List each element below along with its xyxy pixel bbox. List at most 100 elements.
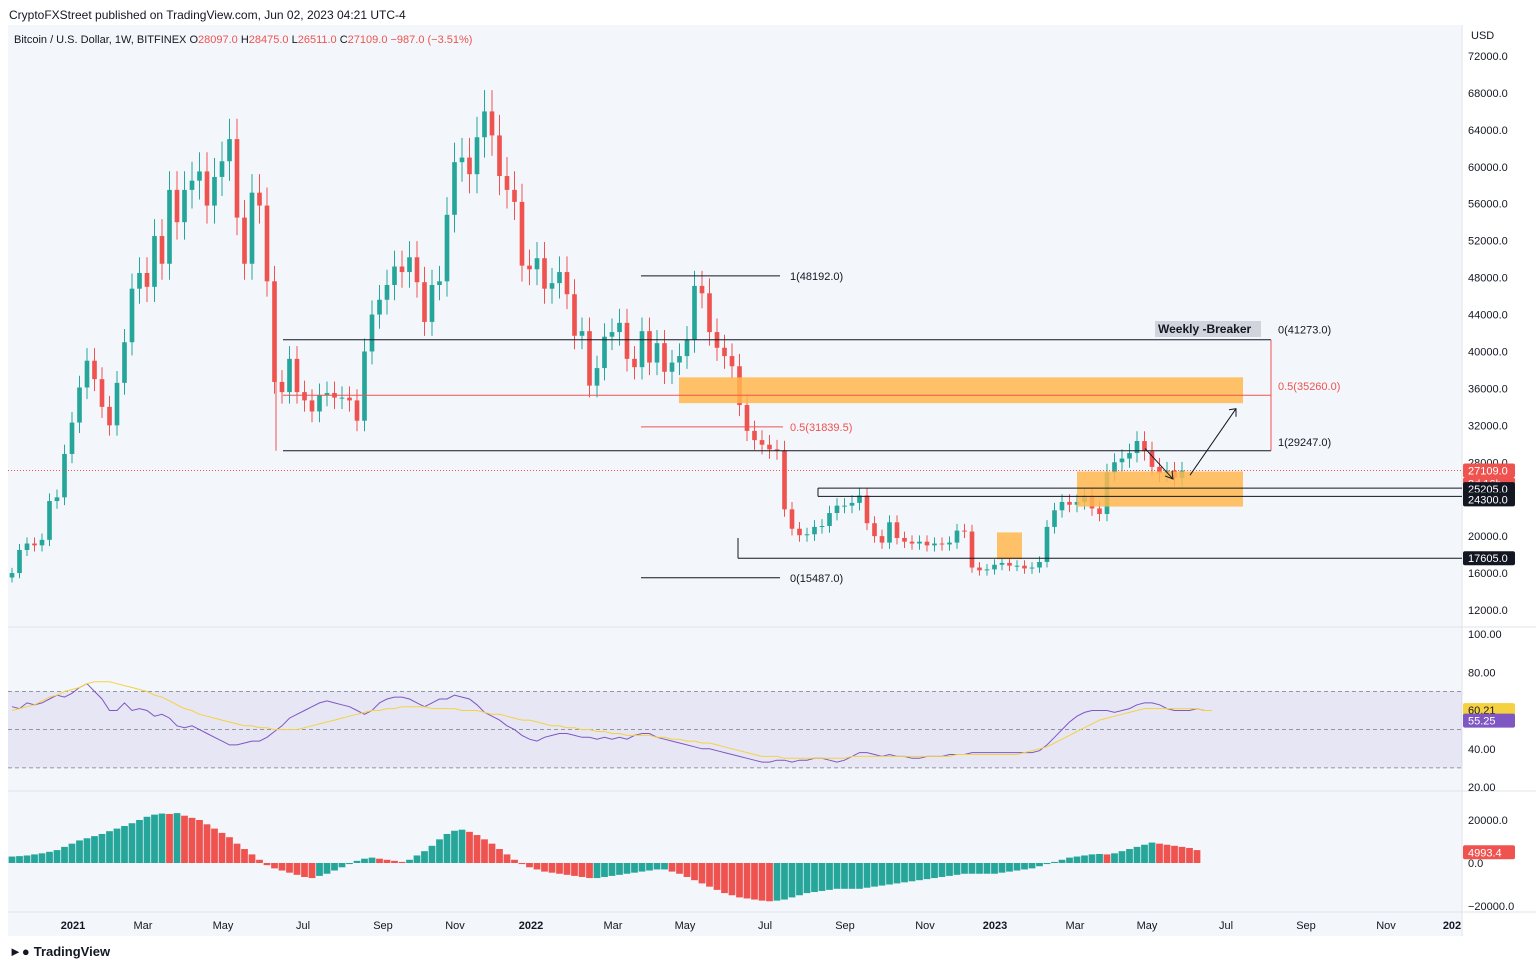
macd-bar [466,831,473,863]
macd-bar [301,863,308,877]
fib-left-mid-label: 0.5(31839.5) [790,422,852,434]
rsi-tick-label: 20.00 [1468,782,1496,794]
macd-bar [923,863,931,880]
y-tick-label: 56000.0 [1468,199,1508,211]
candle-body [662,343,667,372]
candle-body [504,176,510,190]
macd-bar [1096,853,1103,863]
macd-bar [46,851,53,863]
candle-body [564,272,570,295]
macd-bar [781,863,788,900]
macd-bar [173,813,181,863]
candle-body [339,397,345,399]
candle-body [752,430,757,441]
y-tick-label: 48000.0 [1468,273,1508,285]
candle-body [594,368,600,386]
macd-bar [473,835,481,863]
macd-bar [623,863,631,874]
breaker-zone [679,377,1243,404]
candle-body [902,537,907,542]
last-price-label-bg [1463,463,1515,478]
candle-body [227,139,232,162]
level-24300-label: 24300.0 [1468,494,1508,506]
candle-body [789,509,795,529]
macd-tick-label: −20000.0 [1468,901,1514,913]
candle-body [857,495,862,503]
rsi-tick-label: 40.00 [1468,744,1496,756]
rsi-value-label-bg [1463,713,1515,728]
macd-bar [916,863,923,881]
candle-body [962,530,967,532]
macd-bar [878,863,886,886]
x-tick-label: Mar [134,920,153,932]
publisher-line: CryptoFXStreet published on TradingView.… [9,8,406,22]
macd-bar [1081,855,1088,863]
last-price-label: 27109.0 [1468,465,1508,477]
candle-body [189,180,195,190]
symbol-info: Bitcoin / U.S. Dollar, 1W, BITFINEX O280… [14,34,472,46]
tradingview-brand[interactable]: ►● TradingView [9,944,110,959]
macd-bar [593,863,601,879]
rsi-tick-label: 80.00 [1468,667,1496,679]
macd-bar [436,839,443,863]
macd-bar [946,863,953,876]
candle-body [129,288,135,343]
macd-bar [578,863,586,877]
y-tick-label: 72000.0 [1468,51,1508,63]
x-tick-label: Jul [296,920,310,932]
candle-body [804,534,810,536]
candle-body [242,217,247,264]
candle-body [887,522,892,543]
candle-body [62,453,67,498]
candle-body [302,392,307,401]
candle-body [362,351,367,421]
macd-bar [376,858,383,863]
macd-bar [1126,849,1133,863]
macd-bar [721,863,728,894]
macd-bar [1028,863,1036,869]
macd-bar [736,863,743,898]
macd-bar [1118,851,1126,863]
macd-bar [121,826,128,863]
macd-bar [83,838,91,863]
macd-bar [1148,842,1156,863]
candle-body [684,339,690,357]
candle-body [1022,565,1027,569]
macd-bar [841,863,848,889]
macd-bar [226,837,233,863]
macd-bar [218,832,226,863]
candle-body [399,266,405,273]
candle-body [1097,508,1102,514]
candle-body [152,236,157,287]
macd-bar [166,813,173,863]
macd-bar [188,817,196,863]
macd-bar [563,863,571,875]
macd-bar [541,863,548,872]
macd-bar [998,863,1006,873]
candle-body [69,422,75,454]
macd-bar [1133,846,1141,863]
candle-body [992,564,997,570]
macd-bar [1066,857,1073,863]
macd-bar [713,863,721,890]
candle-body [84,360,90,388]
candle-body [669,362,675,372]
candle-body [1157,466,1162,474]
macd-bar [76,840,83,863]
macd-bar [331,863,338,871]
macd-bar [796,863,803,896]
candle-body [107,406,112,426]
macd-bar [1043,863,1051,865]
candle-body [174,189,180,223]
candle-body [624,322,630,359]
candle-body [512,189,517,202]
candle-body [864,495,870,524]
macd-bar [901,863,908,883]
plot-background [8,25,1462,936]
fib-left-top-label: 1(48192.0) [790,271,843,283]
candle-body [527,265,532,270]
demand-zone [1077,471,1243,507]
candle-body [647,331,652,363]
macd-bar [908,863,916,882]
